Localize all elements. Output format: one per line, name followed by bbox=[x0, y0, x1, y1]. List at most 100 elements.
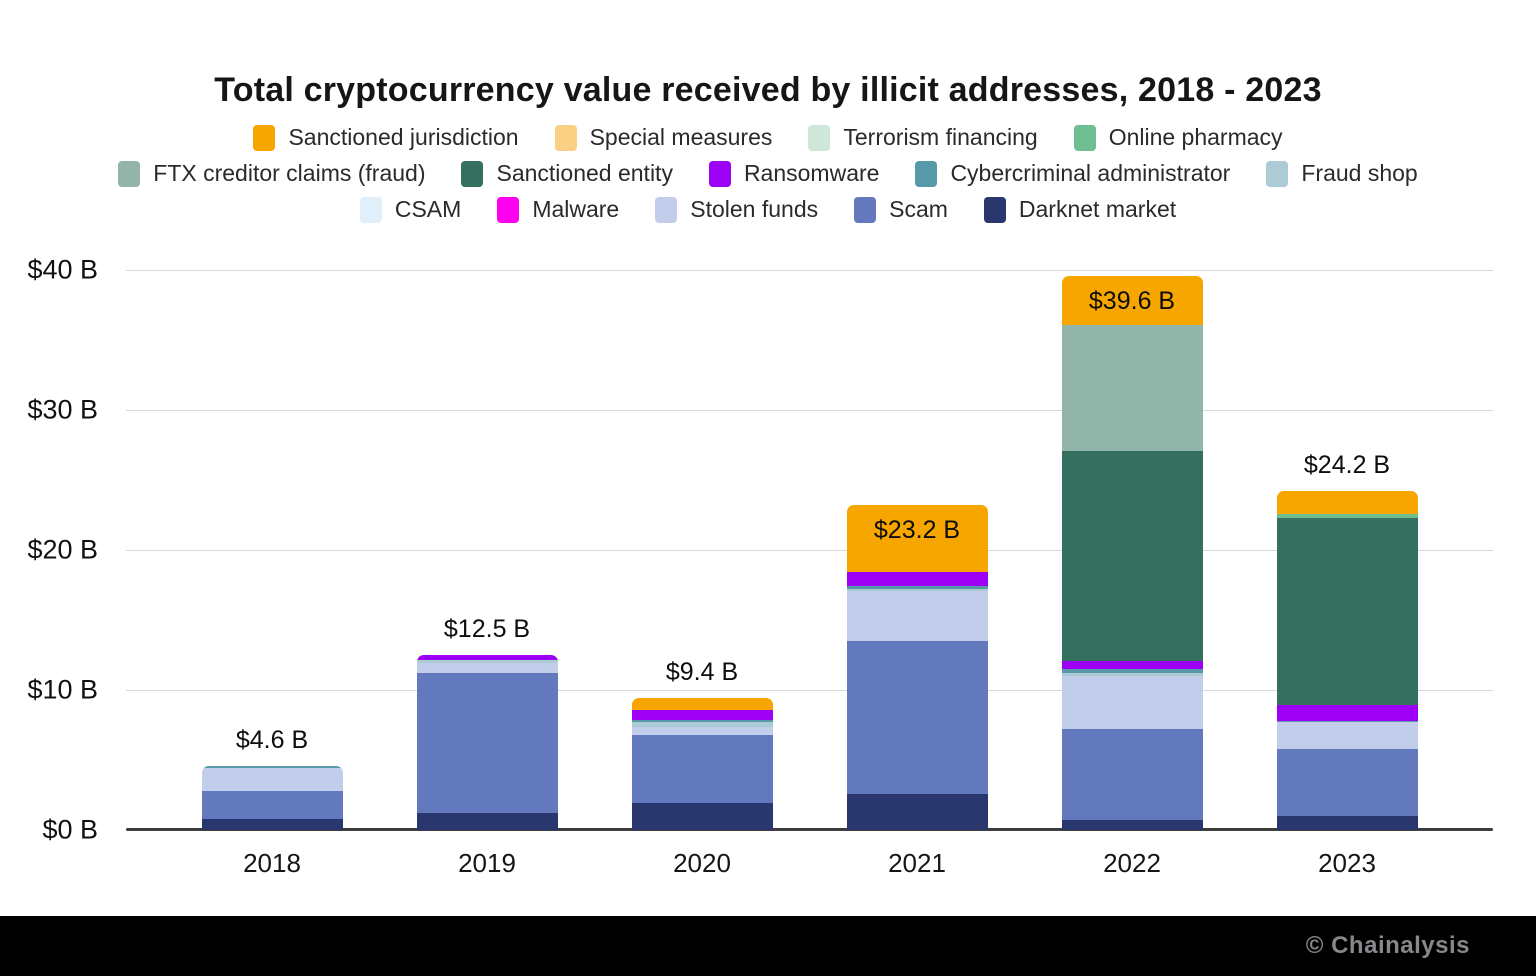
bar-segment bbox=[1061, 820, 1203, 830]
gridline bbox=[126, 690, 1493, 691]
bar-segment bbox=[1276, 720, 1418, 723]
x-axis-label: 2018 bbox=[243, 848, 301, 878]
bar-segment bbox=[1276, 748, 1418, 816]
bar-2019 bbox=[416, 655, 558, 830]
legend-item: Stolen funds bbox=[655, 196, 818, 223]
bar-segment bbox=[1061, 275, 1203, 325]
bar-segment bbox=[416, 813, 558, 830]
bar-segment bbox=[1276, 514, 1418, 518]
x-axis-label: 2022 bbox=[1103, 848, 1161, 878]
legend-label: Ransomware bbox=[743, 160, 880, 186]
bar-segment bbox=[631, 803, 773, 830]
legend-item: Fraud shop bbox=[1266, 160, 1418, 187]
legend-swatch-icon bbox=[253, 124, 276, 151]
legend-label: CSAM bbox=[394, 196, 462, 222]
legend-item: Darknet market bbox=[983, 196, 1177, 223]
legend-swatch-icon bbox=[497, 196, 520, 223]
bar-2021 bbox=[846, 505, 988, 830]
bar-segment bbox=[201, 790, 343, 819]
bar-segment bbox=[846, 590, 988, 642]
legend-swatch-icon bbox=[854, 196, 877, 223]
legend-item: CSAM bbox=[359, 196, 462, 223]
legend-item: Online pharmacy bbox=[1073, 124, 1283, 151]
bar-segment bbox=[846, 572, 988, 586]
bar-segment bbox=[416, 659, 558, 663]
bar-segment bbox=[846, 793, 988, 830]
legend-label: Sanctioned jurisdiction bbox=[288, 124, 519, 150]
legend-swatch-icon bbox=[1266, 160, 1289, 187]
bar-segment bbox=[846, 589, 988, 591]
bar-segment bbox=[846, 585, 988, 590]
legend-label: Online pharmacy bbox=[1108, 124, 1283, 150]
legend-label: Terrorism financing bbox=[843, 124, 1038, 150]
legend-swatch-icon bbox=[983, 196, 1006, 223]
legend-label: Scam bbox=[889, 196, 948, 222]
bar-2022 bbox=[1061, 275, 1203, 830]
legend-item: Terrorism financing bbox=[808, 124, 1038, 151]
legend-item: Special measures bbox=[554, 124, 773, 151]
legend-label: Malware bbox=[532, 196, 620, 222]
legend-label: Sanctioned entity bbox=[496, 160, 673, 186]
gridline bbox=[126, 550, 1493, 551]
y-tick-label: $20 B bbox=[27, 534, 98, 565]
bar-total-label: $12.5 B bbox=[443, 615, 531, 643]
bar-segment bbox=[201, 768, 343, 791]
x-axis-label: 2021 bbox=[888, 848, 946, 878]
bar-segment bbox=[846, 641, 988, 794]
chainalysis-credit: © Chainalysis bbox=[1305, 932, 1470, 959]
legend-label: FTX creditor claims (fraud) bbox=[153, 160, 426, 186]
legend-item: FTX creditor claims (fraud) bbox=[118, 160, 425, 187]
legend-row: CSAM Malware Stolen funds Scam Darknet marke… bbox=[359, 196, 1177, 223]
bar-segment bbox=[1276, 705, 1418, 721]
bar-segment bbox=[1061, 729, 1203, 821]
x-axis-label: 2019 bbox=[458, 848, 516, 878]
bar-total-label: $9.4 B bbox=[665, 658, 739, 687]
legend-swatch-icon bbox=[1073, 124, 1096, 151]
legend-label: Stolen funds bbox=[690, 196, 819, 222]
gridline bbox=[126, 270, 1493, 271]
legend: Sanctioned jurisdiction Special measures T… bbox=[0, 124, 1536, 223]
bar-2020 bbox=[631, 698, 773, 830]
plot-area: $4.6 B 2018 $12.5 B 2019 $9.4 B 2020 $23.2 B 20… bbox=[126, 270, 1493, 878]
bar-segment bbox=[1061, 660, 1203, 670]
bar-segment bbox=[201, 765, 343, 769]
y-tick-label: $40 B bbox=[27, 254, 98, 285]
bar-segment bbox=[631, 698, 773, 710]
bar-segment bbox=[416, 662, 558, 674]
bar-total-label: $23.2 B bbox=[873, 516, 961, 545]
legend-item: Ransomware bbox=[708, 160, 880, 187]
bar-segment bbox=[631, 722, 773, 728]
legend-item: Malware bbox=[497, 196, 619, 223]
bar-segment bbox=[1061, 676, 1203, 730]
bar-2018 bbox=[201, 765, 343, 830]
bar-segment bbox=[631, 709, 773, 721]
legend-label: Cybercriminal administrator bbox=[950, 160, 1231, 186]
x-axis-line bbox=[126, 828, 1493, 831]
y-tick-label: $10 B bbox=[27, 674, 98, 705]
legend-item: Cybercriminal administrator bbox=[915, 160, 1230, 187]
footer-bar: © Chainalysis bbox=[0, 916, 1536, 976]
bar-segment bbox=[416, 655, 558, 660]
legend-swatch-icon bbox=[655, 196, 678, 223]
bar-total-label: $24.2 B bbox=[1303, 451, 1391, 480]
bar-total-label: $39.6 B bbox=[1088, 286, 1176, 315]
x-axis-label: 2023 bbox=[1318, 848, 1376, 878]
gridline bbox=[126, 410, 1493, 411]
bar-2023 bbox=[1276, 491, 1418, 830]
legend-row: Sanctioned jurisdiction Special measures T… bbox=[253, 124, 1283, 151]
bar-total-label: $4.6 B bbox=[235, 725, 309, 754]
legend-swatch-icon bbox=[808, 124, 831, 151]
bar-segment bbox=[1061, 669, 1203, 674]
bar-segment bbox=[1276, 722, 1418, 749]
y-axis-tick-labels: $0 B $10 B $20 B $30 B $40 B bbox=[0, 255, 112, 845]
legend-label: Darknet market bbox=[1018, 196, 1177, 222]
legend-row: FTX creditor claims (fraud) Sanctioned en… bbox=[118, 160, 1418, 187]
legend-item: Sanctioned jurisdiction bbox=[253, 124, 519, 151]
bar-segment bbox=[631, 727, 773, 735]
bar-segment bbox=[1061, 450, 1203, 661]
bar-segment bbox=[1276, 491, 1418, 515]
bar-segment bbox=[416, 673, 558, 814]
legend-label: Fraud shop bbox=[1301, 160, 1418, 186]
legend-label: Special measures bbox=[589, 124, 773, 150]
chart-title: Total cryptocurrency value received by i… bbox=[214, 70, 1322, 109]
